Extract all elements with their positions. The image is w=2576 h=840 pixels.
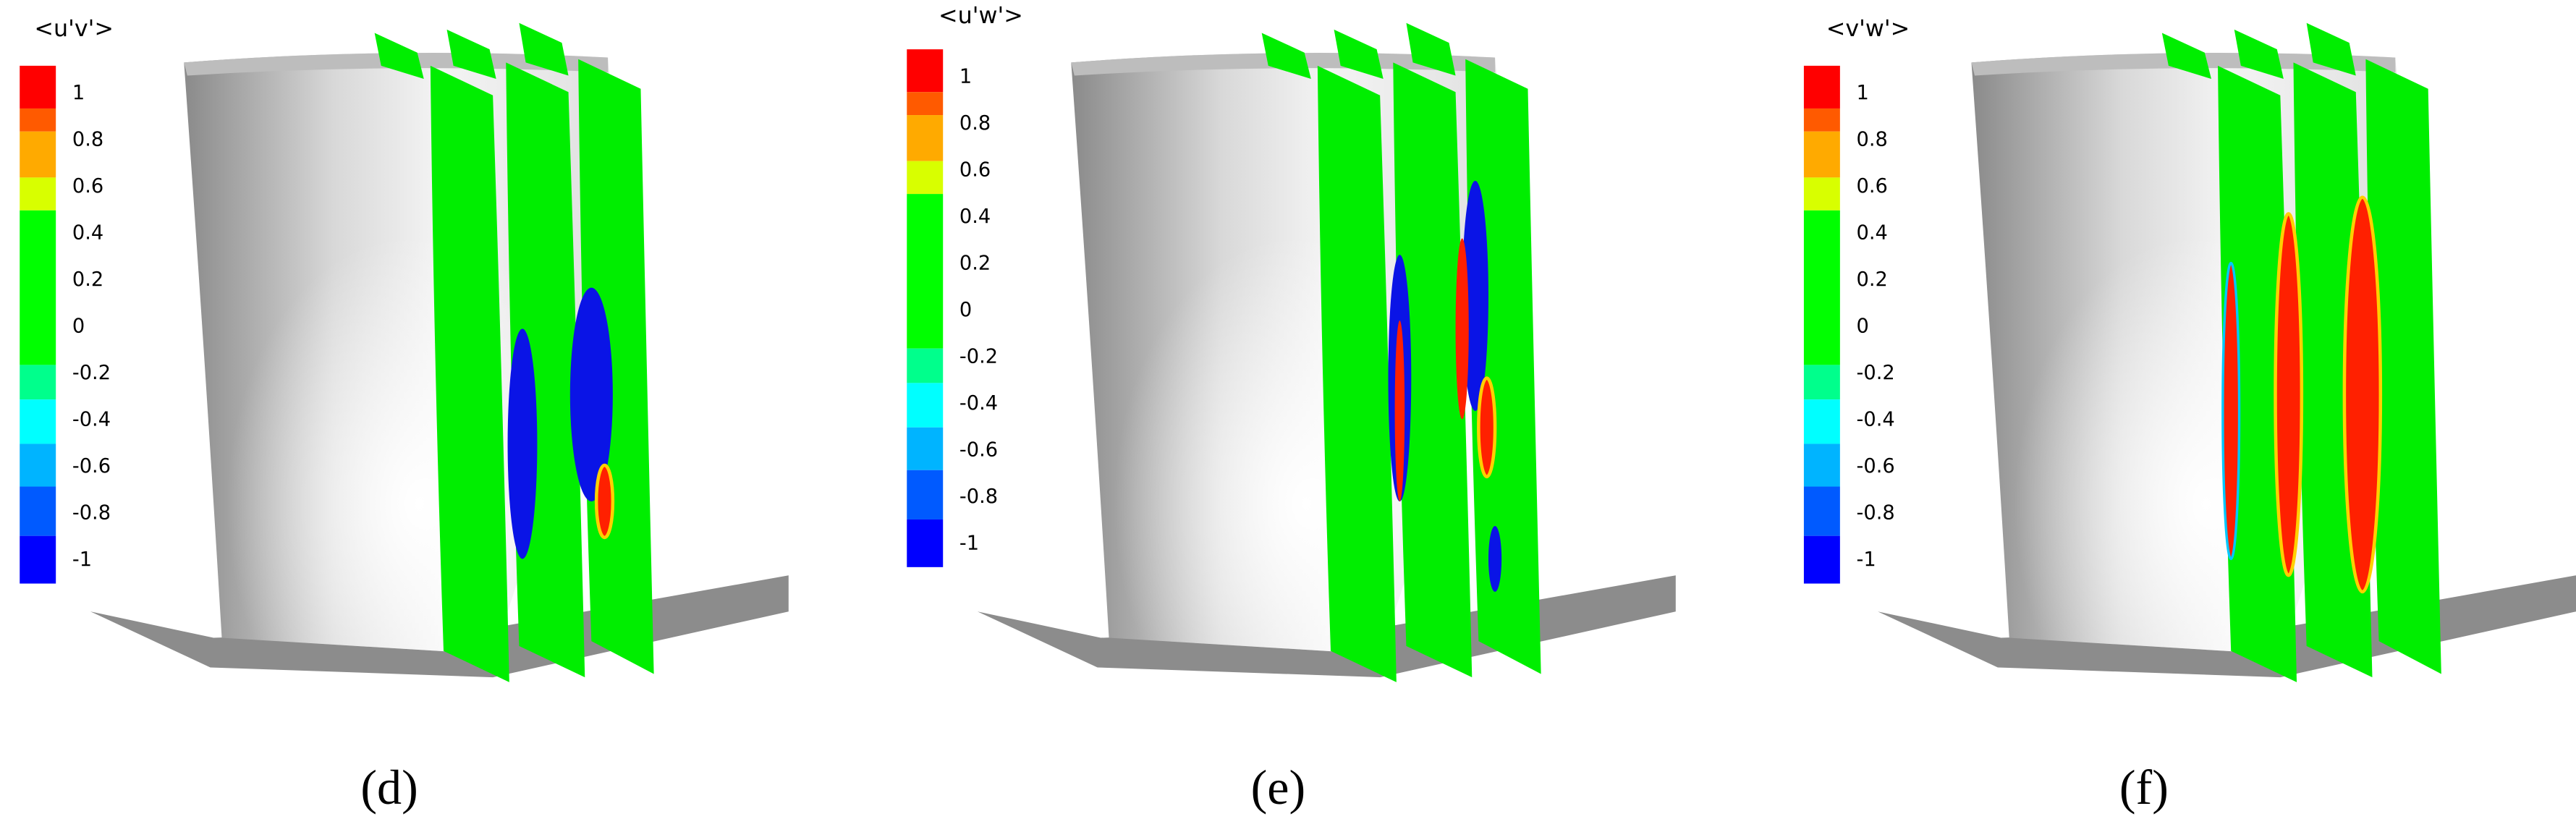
- colorbar-band: [907, 49, 944, 93]
- colorbar-band: [1803, 131, 1840, 178]
- colorbar-tick-label: -1: [72, 548, 92, 571]
- colorbar-tick-label: 0.2: [72, 268, 103, 291]
- colorbar-band: [907, 519, 944, 567]
- colorbar-tick-label: -0.6: [1857, 455, 1895, 478]
- colorbar-tick-label: -0.2: [1857, 362, 1895, 384]
- colorbar-tick-label: -1: [1857, 548, 1876, 571]
- colorbar-band: [907, 383, 944, 428]
- contour-blob: [507, 328, 538, 559]
- colorbar-band: [20, 399, 56, 444]
- colorbar-tick-label: 0: [1857, 315, 1869, 338]
- colorbar-band: [1803, 177, 1840, 211]
- colorbar-band: [20, 65, 56, 109]
- colorbar-tick-label: -1: [959, 533, 979, 555]
- panel-caption: (e): [1251, 760, 1306, 815]
- colorbar-tick-label: 0.6: [72, 175, 103, 198]
- colorbar-tick-label: 0.6: [959, 158, 991, 181]
- colorbar-tick-label: 0.6: [1857, 175, 1888, 198]
- colorbar-band: [20, 365, 56, 400]
- colorbar-band: [907, 470, 944, 519]
- colorbar-tick-label: -0.8: [1857, 502, 1895, 525]
- colorbar-band: [907, 348, 944, 383]
- panel-d-render: [90, 22, 789, 682]
- colorbar-band: [20, 535, 56, 584]
- colorbar-tick-label: 0: [959, 299, 972, 321]
- colorbar-band: [20, 131, 56, 178]
- panel-e-render: [977, 22, 1676, 682]
- colorbar-tick-label: 0.8: [959, 112, 991, 135]
- contour-blob: [2274, 212, 2304, 577]
- colorbar-band: [1803, 486, 1840, 536]
- colorbar-band: [1803, 399, 1840, 444]
- colorbar-tick-label: 0.8: [72, 129, 103, 151]
- colorbar-band: [1803, 108, 1840, 132]
- colorbar-band: [1803, 444, 1840, 487]
- colorbar-tick-label: -0.6: [959, 438, 998, 461]
- colorbar-band: [907, 161, 944, 195]
- panel-f-render: [1878, 22, 2576, 682]
- colorbar-tick-label: 0.4: [959, 205, 991, 228]
- colorbar-tick-label: -0.8: [72, 502, 111, 525]
- colorbar-tick-label: -0.4: [1857, 409, 1895, 431]
- panel-caption: (f): [2119, 760, 2169, 815]
- contour-blob: [1455, 238, 1469, 420]
- contour-blob: [569, 287, 613, 501]
- colorbar-title: <u'v'>: [34, 15, 114, 42]
- contour-blob: [1477, 376, 1497, 479]
- contour-blob: [2221, 261, 2241, 561]
- colorbar-tick-label: 0: [72, 315, 85, 338]
- colorbar-tick-label: 0.2: [1857, 268, 1888, 291]
- colorbar-tick-label: 0.2: [959, 252, 991, 274]
- colorbar-band: [1803, 210, 1840, 365]
- colorbar-band: [1803, 65, 1840, 109]
- colorbar-tick-label: 1: [72, 82, 85, 104]
- colorbar-band: [20, 108, 56, 132]
- colorbar-band: [20, 444, 56, 487]
- colorbar-tick-label: -0.2: [959, 345, 998, 368]
- blade: [90, 22, 789, 682]
- colorbar-title: <u'w'>: [939, 2, 1023, 29]
- contour-blob: [594, 463, 615, 540]
- colorbar-tick-label: -0.2: [72, 362, 111, 384]
- colorbar-title: <v'w'>: [1826, 15, 1910, 42]
- panel-caption: (d): [360, 760, 418, 815]
- colorbar-tick-label: 0.8: [1857, 129, 1888, 151]
- colorbar-band: [20, 486, 56, 536]
- colorbar-tick-label: 0.4: [72, 222, 103, 245]
- colorbar-band: [20, 210, 56, 365]
- colorbar-tick-label: 1: [959, 65, 972, 88]
- colorbar-tick-label: -0.4: [72, 409, 111, 431]
- contour-blob: [1488, 526, 1502, 592]
- colorbar-band: [1803, 535, 1840, 584]
- colorbar-band: [907, 92, 944, 116]
- contour-blob: [1394, 321, 1405, 501]
- colorbar-tick-label: -0.6: [72, 455, 111, 478]
- colorbar-band: [20, 177, 56, 211]
- colorbar-tick-label: -0.8: [959, 485, 998, 508]
- colorbar-band: [907, 427, 944, 470]
- blade: [977, 22, 1676, 682]
- colorbar-band: [907, 194, 944, 349]
- colorbar-tick-label: 1: [1857, 82, 1869, 104]
- colorbar-tick-label: -0.4: [959, 392, 998, 415]
- colorbar-tick-label: 0.4: [1857, 222, 1888, 245]
- contour-blob: [1462, 180, 1488, 412]
- colorbar-band: [1803, 365, 1840, 400]
- contour-blob: [2342, 195, 2383, 594]
- colorbar-band: [907, 115, 944, 161]
